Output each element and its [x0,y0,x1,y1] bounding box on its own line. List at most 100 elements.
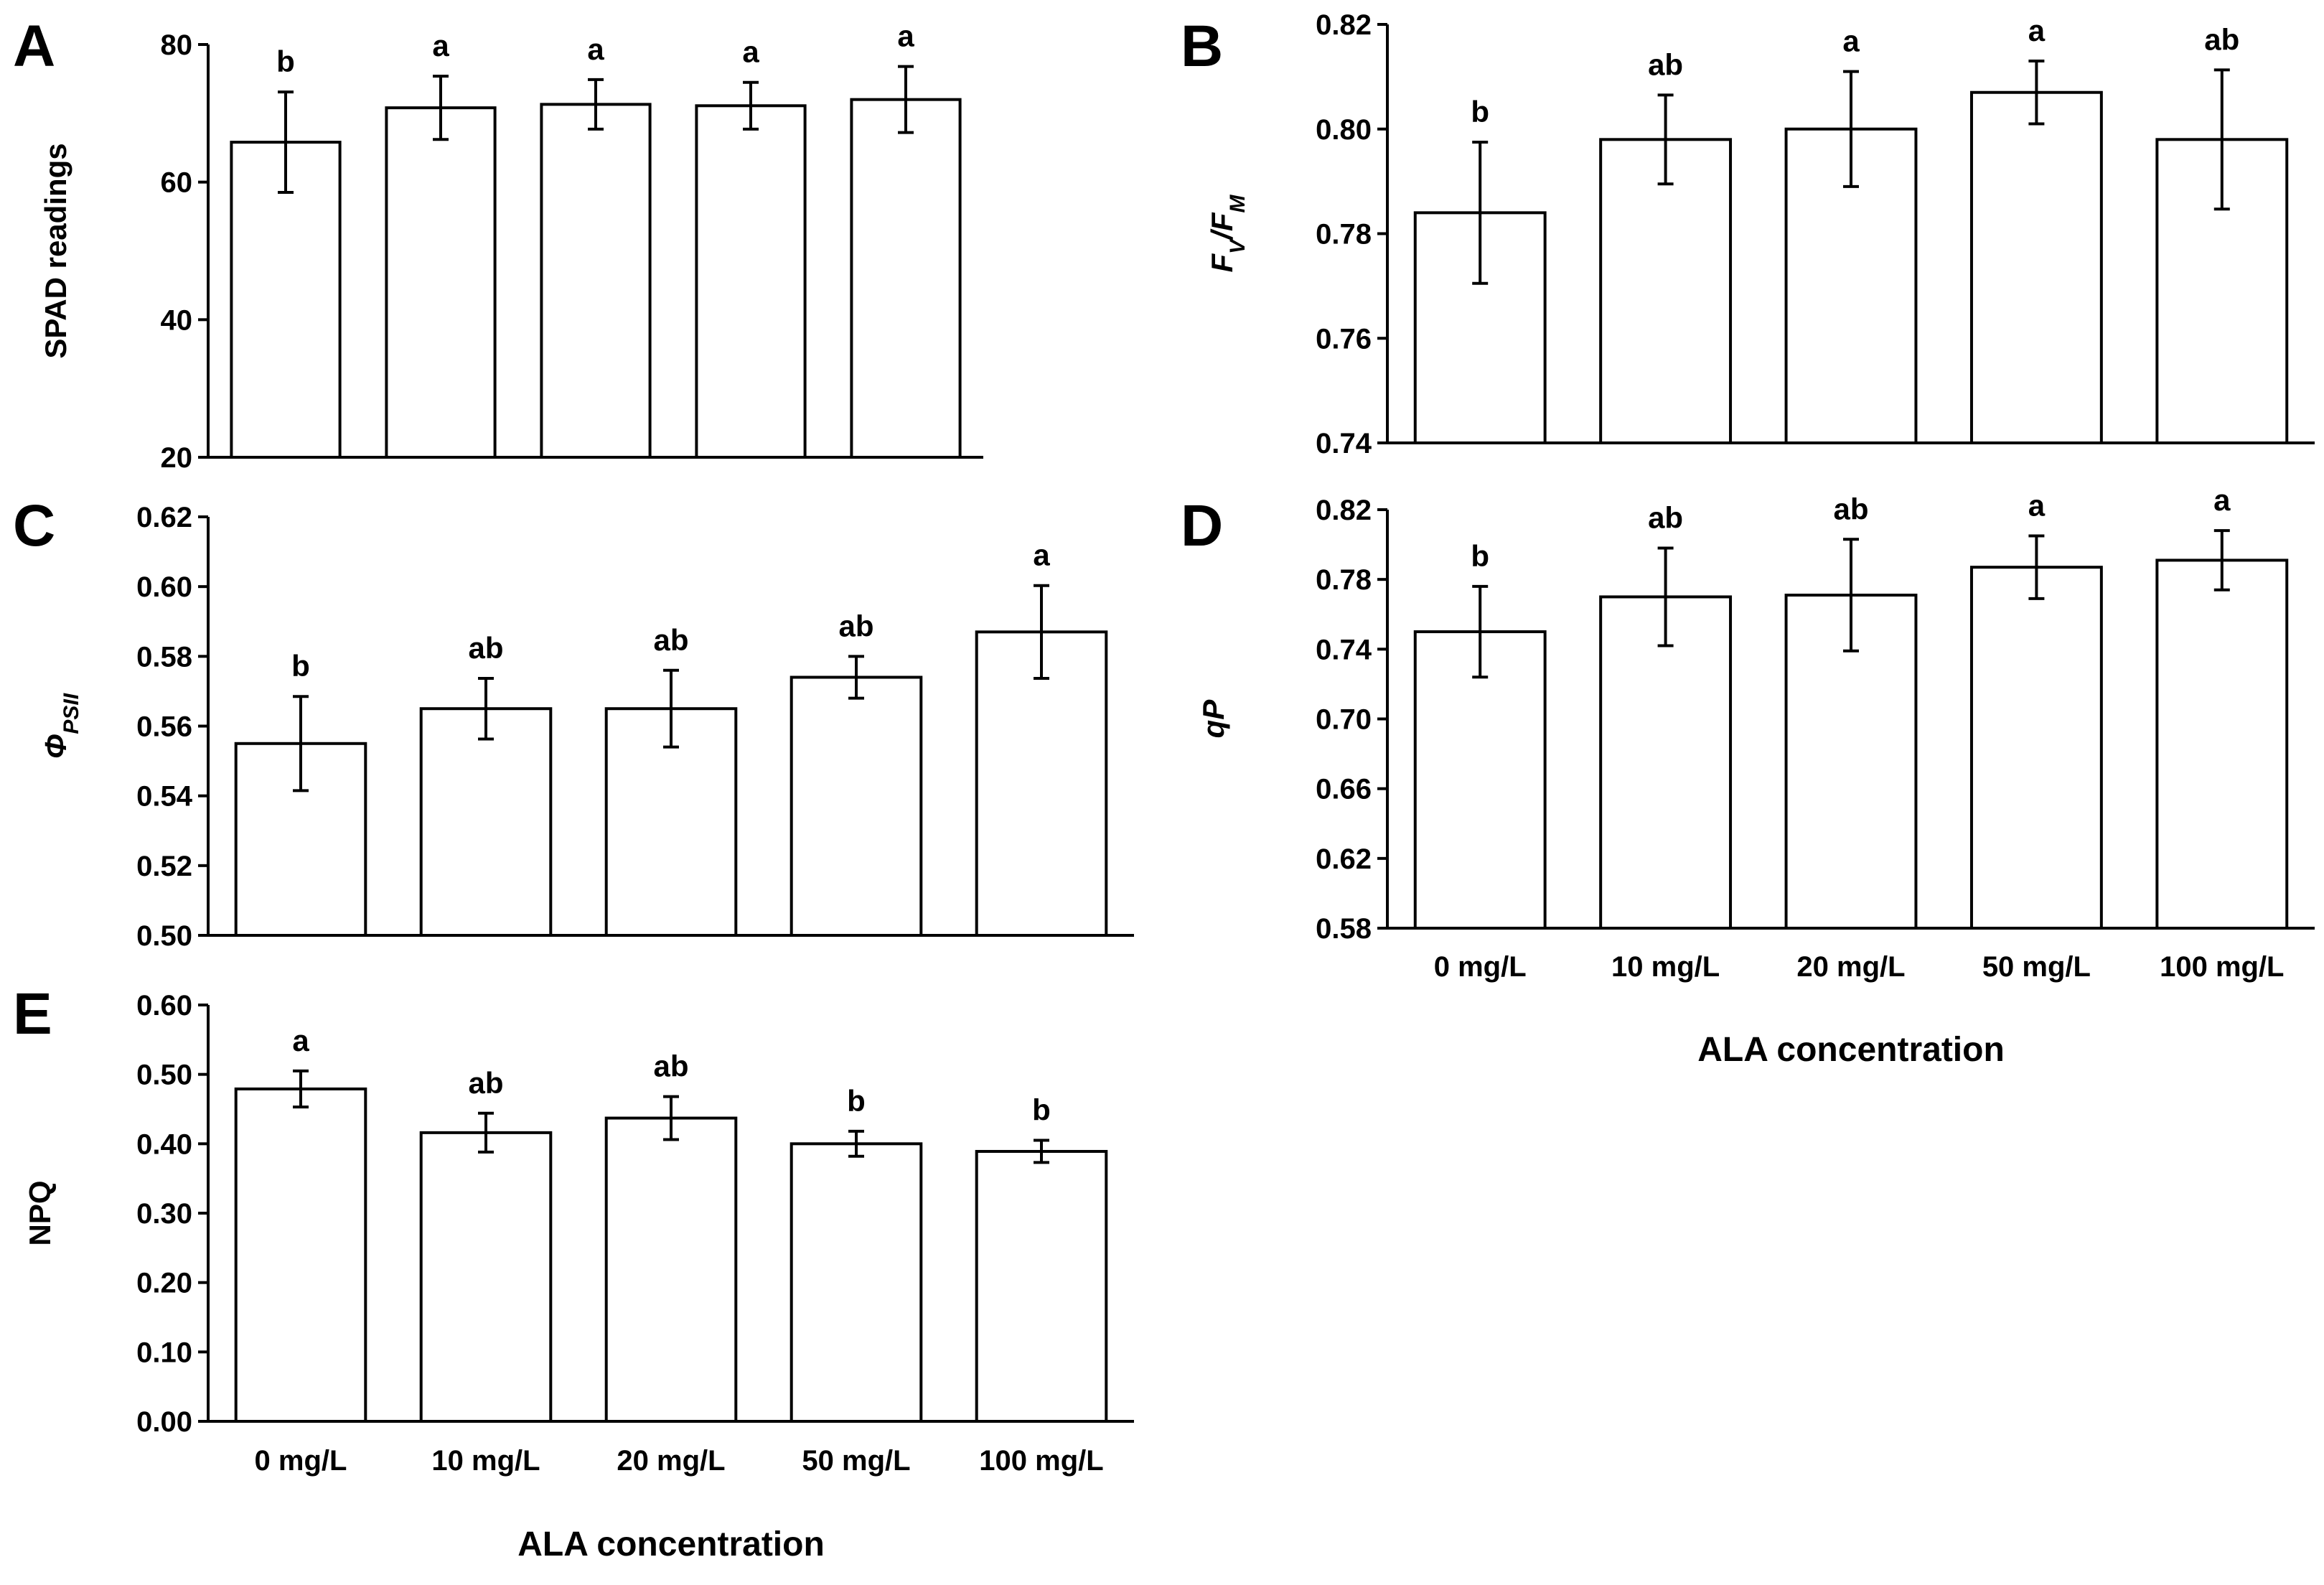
x-tick-label: 50 mg/L [1982,951,2091,983]
panel-letter: A [13,14,55,79]
bar [2155,558,2289,930]
panel-letter: D [1181,493,1223,558]
y-tick-label: 0.70 [1316,704,1372,736]
y-tick-label: 0.60 [136,990,192,1021]
x-axis-label: ALA concentration [1697,1031,2005,1069]
y-tick-label: 0.10 [136,1337,192,1368]
y-tick-label: 0.50 [136,920,192,952]
y-axis-label: qP [1196,699,1230,739]
y-axis-label-part: F [1205,253,1239,273]
significance-label: a [742,35,759,69]
y-tick-label: 0.82 [1316,495,1372,526]
y-axis-label: ΦPSII [39,693,83,759]
y-tick-label: 0.56 [136,711,192,743]
significance-label: ab [1833,492,1868,525]
significance-label: a [2213,483,2231,517]
significance-label: ab [653,1049,688,1083]
bar [604,1116,738,1423]
x-tick-label: 20 mg/L [1796,951,1905,983]
bar [850,98,962,459]
bar [540,103,652,459]
x-tick-label: 100 mg/L [979,1445,1103,1477]
y-axis-label-part: / [1205,228,1239,241]
y-tick-label: 0.52 [136,851,192,882]
bar [1599,595,1733,930]
bar [789,675,923,937]
significance-label: a [432,29,449,62]
bar [419,1131,553,1423]
x-tick-label: 50 mg/L [802,1445,910,1477]
y-axis-label: FV/FM [1205,195,1250,273]
significance-label: b [1471,539,1489,573]
significance-label: a [897,19,914,53]
panel-letter: E [13,981,52,1047]
bar [1969,566,2103,930]
x-tick-label: 100 mg/L [2160,951,2284,983]
y-tick-label: 0.78 [1316,564,1372,596]
bar [789,1142,923,1423]
y-axis-label-part: Φ [39,734,72,759]
y-axis-label-part: F [1205,212,1239,231]
bar [1969,90,2103,445]
y-tick-label: 0.54 [136,781,193,813]
bar [1413,630,1547,930]
panel-e: E 0.00 0.10 0.20 0.30 0.40 0.50 0.60 NPQ a 0 mg/L a… [13,981,1134,1563]
y-tick-label: 0.62 [1316,843,1372,875]
significance-label: ab [1648,500,1683,534]
y-axis-label-part: PSII [60,693,83,734]
significance-label: a [587,32,604,66]
significance-label: b [291,649,310,683]
significance-label: a [2028,488,2046,522]
significance-label: ab [468,631,503,665]
panel-letter: C [13,493,55,558]
y-axis-label-part: M [1226,195,1250,213]
x-tick-label: 0 mg/L [1434,951,1527,983]
significance-label: a [2028,14,2046,47]
y-axis-label: SPAD readings [39,143,72,358]
bar [230,141,342,459]
y-tick-label: 0.58 [1316,913,1372,945]
y-tick-label: 0.74 [1316,634,1372,665]
y-tick-label: 0.40 [136,1128,192,1160]
y-tick-label: 0.82 [1316,9,1372,41]
significance-label: a [1842,24,1860,58]
bar [385,106,497,459]
y-tick-label: 0.76 [1316,323,1372,355]
significance-label: b [847,1084,866,1118]
y-tick-label: 0.66 [1316,774,1372,805]
x-tick-label: 10 mg/L [431,1445,540,1477]
y-tick-label: 40 [161,304,193,336]
y-tick-label: 0.78 [1316,219,1372,251]
panel-d: D 0.58 0.62 0.66 0.70 0.74 0.78 0.82 qP b 0 mg/L ab… [1181,483,2315,1069]
bar [975,630,1108,937]
y-tick-label: 0.62 [136,502,192,533]
y-tick-label: 0.74 [1316,428,1372,459]
x-tick-label: 0 mg/L [255,1445,347,1477]
significance-label: ab [653,623,688,657]
y-tick-label: 60 [161,167,193,199]
panel-a: A 20 40 60 80 SPAD readings b a a a a [13,14,983,474]
y-tick-label: 0.50 [136,1060,192,1091]
y-axis-label-part: qP [1196,699,1230,739]
y-tick-label: 0.00 [136,1406,192,1438]
x-axis-label: ALA concentration [517,1525,825,1563]
significance-label: ab [468,1066,503,1100]
significance-label: a [1033,538,1050,572]
y-tick-label: 20 [161,442,193,474]
significance-label: ab [838,609,873,642]
y-tick-label: 0.80 [1316,114,1372,146]
bar [419,707,553,937]
y-tick-label: 0.20 [136,1268,192,1299]
y-tick-label: 80 [161,29,193,61]
panel-c: C 0.50 0.52 0.54 0.56 0.58 0.60 0.62 ΦPSII b ab ab a… [13,493,1134,952]
y-axis-label: NPQ [23,1180,57,1245]
significance-label: b [1032,1093,1051,1127]
x-tick-label: 20 mg/L [617,1445,725,1477]
significance-label: a [292,1024,309,1057]
significance-label: ab [1648,47,1683,81]
y-tick-label: 0.60 [136,571,192,603]
bar [234,1087,367,1423]
significance-label: b [1471,95,1489,128]
